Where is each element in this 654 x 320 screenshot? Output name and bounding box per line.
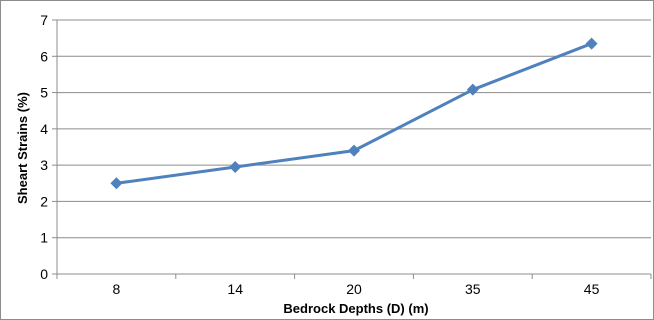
series-layer <box>110 37 598 190</box>
data-point-marker <box>229 160 242 173</box>
y-tick-label: 1 <box>40 230 48 246</box>
y-tick-label: 6 <box>40 48 48 64</box>
x-tick-label: 20 <box>346 281 362 297</box>
y-tick-label: 2 <box>40 193 48 209</box>
data-point-marker <box>585 37 598 50</box>
x-tick-label: 8 <box>113 281 121 297</box>
y-tick-labels: 0 1 2 3 4 5 6 7 <box>40 12 48 282</box>
x-tick-label: 14 <box>227 281 243 297</box>
y-tick-label: 0 <box>40 266 48 282</box>
x-tick-label: 45 <box>584 281 600 297</box>
y-axis-title: Sheart Strains (%) <box>15 92 30 204</box>
y-tick-label: 3 <box>40 157 48 173</box>
gridlines <box>57 19 651 239</box>
x-tick-labels: 8 14 20 35 45 <box>113 281 600 297</box>
data-point-marker <box>466 83 479 96</box>
x-axis-title: Bedrock Depths (D) (m) <box>283 301 428 316</box>
y-tick-label: 7 <box>40 12 48 28</box>
y-tick-label: 4 <box>40 121 48 137</box>
y-tick-label: 5 <box>40 85 48 101</box>
series-line <box>116 42 593 185</box>
data-point-marker <box>110 177 123 190</box>
x-tick-label: 35 <box>465 281 481 297</box>
data-point-marker <box>348 144 360 157</box>
axes <box>52 19 652 279</box>
